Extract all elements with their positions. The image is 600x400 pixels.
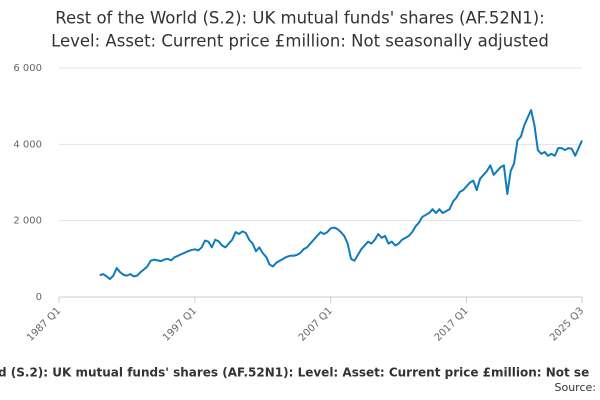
chart-title: Level: Asset: Current price £million: No… (51, 32, 549, 51)
x-tick-label: 2025 Q3 (548, 305, 586, 343)
caption: d (S.2): UK mutual funds' shares (AF.52N… (0, 366, 589, 380)
y-tick-label: 0 (36, 292, 42, 303)
source: Source: (555, 381, 597, 394)
x-tick-label: 2017 Q1 (433, 305, 471, 343)
y-tick-label: 2 000 (13, 216, 42, 227)
data-line (99, 108, 583, 281)
x-tick-label: 1987 Q1 (25, 305, 63, 343)
y-tick-label: 6 000 (13, 63, 42, 74)
y-tick-label: 4 000 (13, 139, 42, 150)
x-tick-label: 1997 Q1 (161, 305, 199, 343)
chart-title: Rest of the World (S.2): UK mutual funds… (55, 9, 544, 28)
x-tick-label: 2007 Q1 (297, 305, 335, 343)
